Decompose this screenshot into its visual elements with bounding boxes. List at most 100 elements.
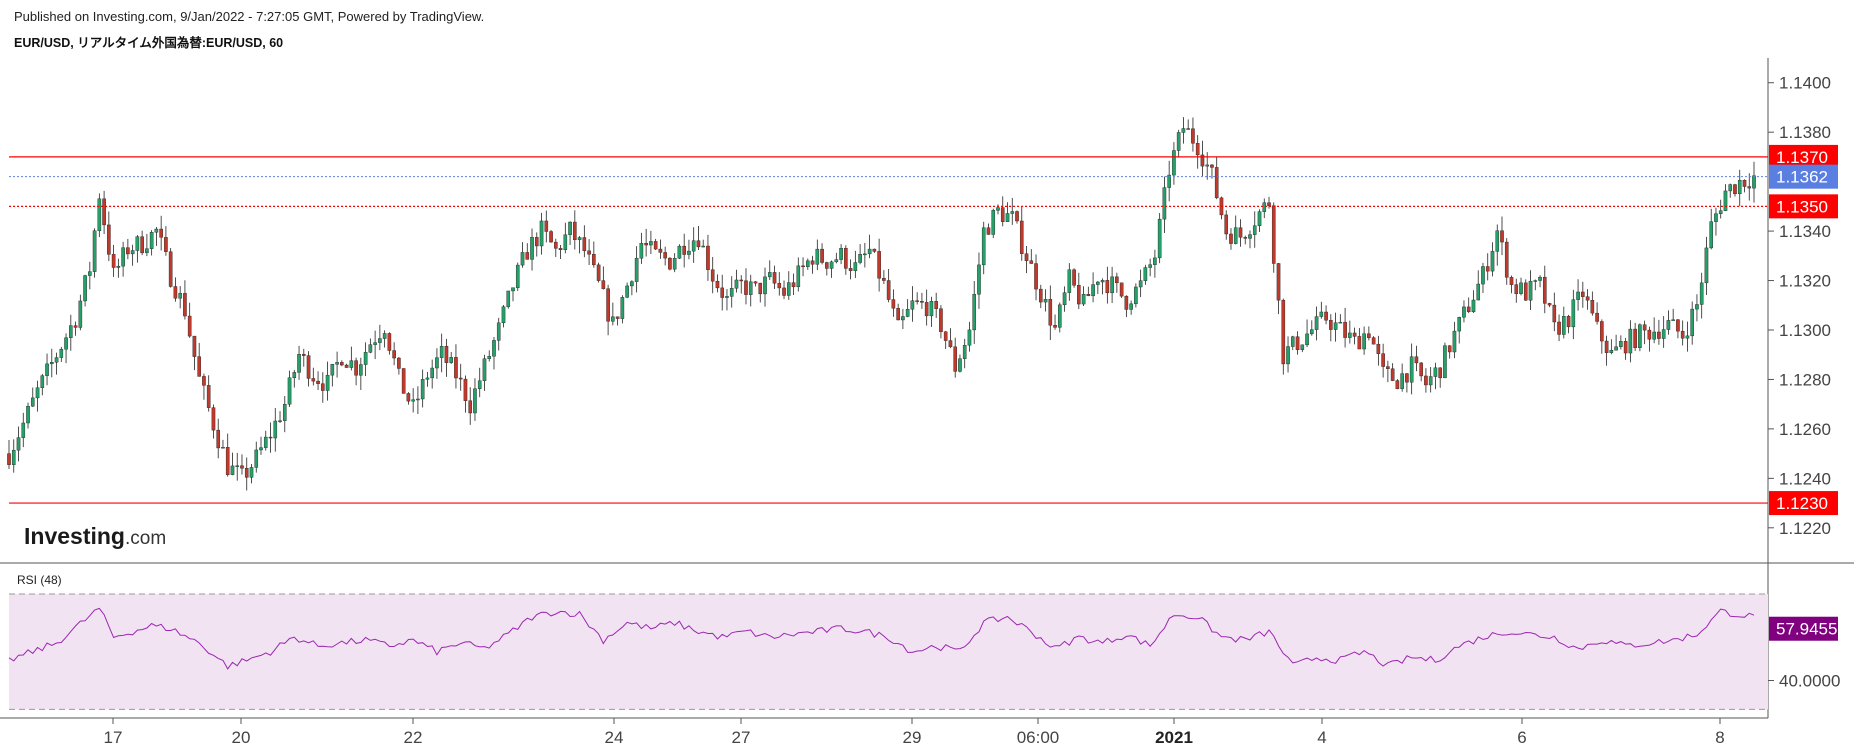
candle: [1623, 337, 1628, 360]
candle: [344, 363, 349, 368]
candle: [111, 244, 116, 277]
candle: [1638, 323, 1642, 352]
candle: [1566, 314, 1571, 334]
candle: [1590, 291, 1595, 316]
time-tick-label: 24: [605, 728, 624, 747]
candle: [1262, 198, 1267, 219]
candle: [254, 441, 259, 473]
candle: [1614, 334, 1618, 351]
candle: [273, 408, 278, 452]
candle: [891, 289, 896, 317]
candle: [378, 324, 382, 351]
candle: [1576, 279, 1580, 311]
level-tag: 1.1350: [1776, 197, 1828, 216]
candle: [1733, 183, 1737, 197]
candle: [1219, 196, 1224, 220]
candle: [1671, 308, 1675, 321]
candle: [454, 344, 458, 389]
last-price-tag: 1.1362: [1776, 168, 1828, 187]
candle: [1685, 321, 1690, 352]
candle: [121, 241, 125, 277]
candle: [1305, 319, 1309, 348]
candle: [1229, 228, 1233, 250]
candle: [1419, 361, 1423, 382]
time-tick-label: 29: [903, 728, 922, 747]
candle: [487, 350, 492, 362]
candle: [197, 342, 201, 377]
candle: [482, 354, 487, 391]
candle: [962, 338, 967, 369]
candle: [501, 305, 506, 328]
candle: [806, 258, 810, 270]
candle: [634, 246, 639, 293]
candle: [1077, 272, 1081, 310]
candle: [1005, 202, 1010, 222]
candle: [801, 257, 805, 277]
candle: [1633, 322, 1637, 351]
candle: [549, 230, 553, 243]
candle: [78, 294, 83, 331]
candle: [630, 280, 634, 296]
candle: [1129, 300, 1133, 315]
candle: [577, 235, 582, 254]
price-tick-label: 1.1280: [1779, 370, 1831, 389]
candle: [349, 346, 354, 371]
candle: [853, 250, 858, 279]
candle: [1371, 336, 1376, 345]
candle: [1153, 249, 1157, 278]
candle: [230, 452, 235, 476]
candle: [26, 402, 30, 429]
candle: [1281, 298, 1286, 375]
candle: [582, 225, 587, 258]
rsi-value-tag-bg: [1769, 616, 1838, 641]
candle: [1438, 367, 1442, 388]
candle: [558, 245, 563, 260]
candle: [1376, 335, 1381, 366]
candle: [520, 242, 525, 268]
candle: [1500, 216, 1504, 256]
candle: [449, 352, 453, 364]
candle: [1424, 368, 1428, 393]
time-tick-label: 6: [1517, 728, 1526, 747]
candle: [1257, 209, 1262, 232]
candle: [934, 292, 938, 318]
candle: [534, 232, 539, 257]
candle: [221, 439, 225, 449]
candle: [1053, 314, 1057, 330]
candle: [1485, 253, 1490, 281]
candle: [444, 338, 449, 377]
candle: [21, 412, 26, 448]
candle: [1029, 249, 1034, 264]
candle: [706, 234, 710, 281]
candle: [1000, 196, 1005, 227]
candle: [1409, 343, 1414, 395]
candle: [1405, 372, 1409, 393]
candle: [1690, 301, 1694, 345]
candle: [829, 260, 834, 278]
candle: [744, 268, 748, 305]
candle: [615, 316, 620, 326]
candle: [1195, 135, 1200, 169]
candle: [1542, 265, 1547, 314]
candle: [1386, 360, 1390, 383]
time-tick-label: 06:00: [1017, 728, 1060, 747]
candle: [1509, 275, 1514, 294]
candle: [1400, 363, 1404, 392]
candle: [363, 342, 368, 377]
candle: [1324, 305, 1328, 325]
candle: [653, 238, 658, 251]
candle: [282, 395, 287, 433]
candle: [88, 261, 92, 290]
candle: [596, 262, 601, 283]
candle: [301, 348, 306, 367]
candle: [211, 404, 216, 439]
candle: [777, 272, 782, 296]
candle: [1395, 379, 1400, 390]
time-tick-label: 27: [732, 728, 751, 747]
candle: [1290, 335, 1295, 351]
candle: [40, 373, 45, 396]
published-note: Published on Investing.com, 9/Jan/2022 -…: [14, 9, 485, 24]
candle: [772, 265, 777, 289]
candle: [1737, 169, 1742, 207]
